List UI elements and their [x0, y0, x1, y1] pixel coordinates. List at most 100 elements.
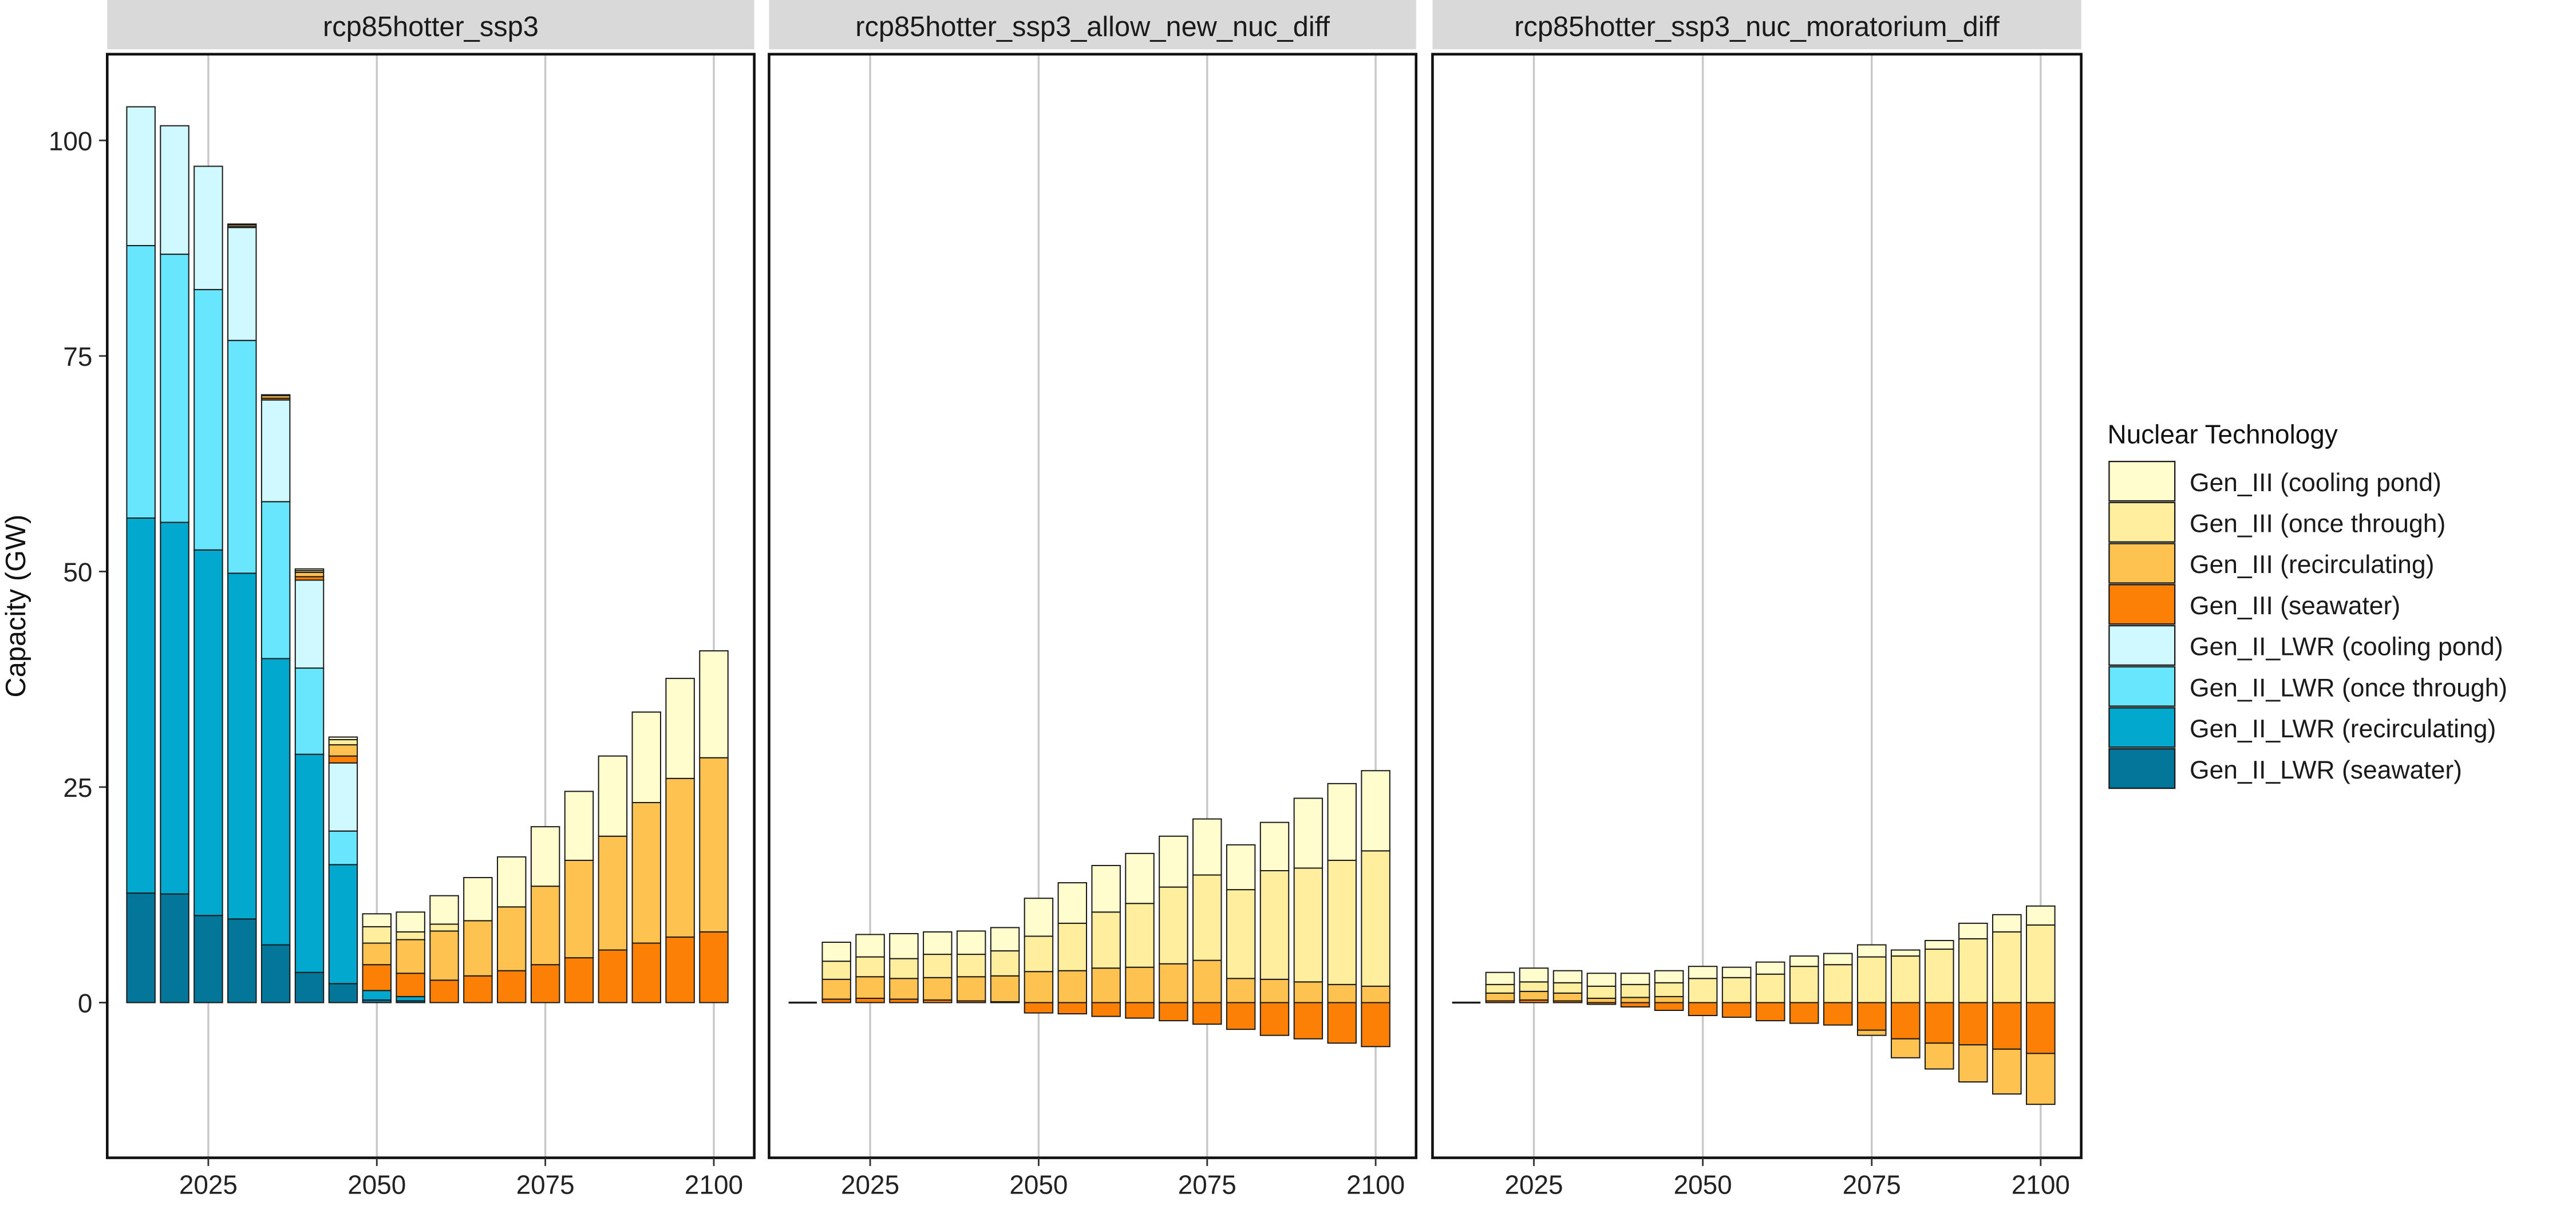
- bar-segment: [631, 942, 661, 1003]
- bar-segment: [160, 893, 189, 1003]
- bar-segment: [126, 892, 156, 1003]
- bar-segment: [1259, 978, 1290, 1003]
- panel-border: [106, 53, 756, 1159]
- legend-label: Gen_II_LWR (seawater): [2190, 756, 2462, 784]
- bar-segment: [1192, 818, 1222, 876]
- bar-segment: [598, 755, 628, 837]
- bar-segment: [260, 658, 291, 946]
- bar-segment: [821, 961, 851, 980]
- bar-segment: [1125, 966, 1155, 1003]
- bar-segment: [396, 939, 425, 974]
- bar-segment: [923, 954, 953, 978]
- bar-segment: [328, 762, 358, 832]
- bar-segment: [429, 979, 459, 1003]
- bar-segment: [1789, 1002, 1819, 1024]
- bar-segment: [665, 936, 695, 1003]
- bar-segment: [1125, 852, 1155, 904]
- facet-title: rcp85hotter_ssp3: [323, 11, 539, 42]
- bar-segment: [463, 920, 493, 977]
- bar-segment: [990, 927, 1020, 952]
- bar-segment: [1226, 1002, 1256, 1030]
- bar-segment: [362, 964, 392, 991]
- bar-segment: [564, 791, 594, 861]
- bar-segment: [1823, 964, 1853, 1003]
- bar-segment: [1924, 949, 1954, 1003]
- legend-swatch: [2108, 584, 2176, 625]
- bar-segment: [429, 930, 459, 981]
- bar-segment: [1620, 997, 1650, 1003]
- bar-segment: [1654, 995, 1684, 1003]
- bar-segment: [1091, 864, 1121, 913]
- bar-segment: [160, 125, 189, 255]
- bar-segment: [699, 757, 729, 933]
- bar-segment: [1721, 977, 1752, 1003]
- bar-segment: [328, 755, 358, 764]
- legend-label: Gen_II_LWR (recirculating): [2190, 715, 2496, 743]
- bar-segment: [396, 973, 425, 997]
- bar-segment: [1293, 981, 1323, 1003]
- bar-segment: [463, 975, 493, 1003]
- bar-segment: [1890, 1038, 1921, 1058]
- bar-segment: [1958, 1002, 1988, 1046]
- bar-segment: [1125, 1002, 1155, 1019]
- bar-segment: [1361, 1002, 1390, 1048]
- x-tick-label: 2100: [685, 1170, 743, 1200]
- bar-segment: [160, 521, 189, 895]
- facet-strip: [107, 0, 754, 50]
- bar-segment: [1823, 953, 1853, 966]
- bar-segment: [1856, 1029, 1887, 1036]
- bar-segment: [598, 835, 628, 951]
- bar-segment: [1226, 844, 1256, 891]
- bar-segment: [1586, 997, 1617, 1003]
- bar-segment: [1192, 1002, 1222, 1025]
- legend-swatch: [2108, 748, 2176, 789]
- bar-segment: [956, 976, 986, 1002]
- bar-segment: [889, 933, 919, 959]
- bar-segment: [889, 958, 919, 979]
- bar-segment: [1620, 1002, 1650, 1008]
- bar-segment: [1924, 939, 1954, 950]
- x-tick-label: 2025: [841, 1170, 899, 1200]
- bar-segment: [1091, 911, 1121, 969]
- bar-segment: [193, 549, 223, 916]
- bar-segment: [821, 978, 851, 1000]
- x-tick-label: 2050: [1674, 1170, 1732, 1200]
- bar-segment: [1361, 850, 1390, 987]
- bar-segment: [126, 106, 156, 247]
- bar-segment: [1890, 1002, 1921, 1040]
- bar-segment: [328, 739, 358, 746]
- bar-segment: [1024, 898, 1054, 937]
- y-tick-label: 0: [78, 989, 93, 1018]
- bar-segment: [923, 977, 953, 1001]
- x-tick-label: 2075: [516, 1170, 575, 1200]
- legend-swatch: [2108, 707, 2176, 748]
- bar-segment: [855, 997, 885, 1003]
- bar-segment: [1361, 770, 1390, 852]
- panel-border: [1431, 53, 2083, 1159]
- facet-title: rcp85hotter_ssp3_nuc_moratorium_diff: [1514, 11, 2000, 42]
- bar-segment: [260, 501, 291, 659]
- legend-swatch: [2108, 501, 2176, 543]
- legend-swatch: [2108, 460, 2176, 502]
- bar-segment: [564, 957, 594, 1003]
- legend-label: Gen_II_LWR (cooling pond): [2190, 633, 2503, 661]
- bar-segment: [1159, 1002, 1188, 1022]
- bar-segment: [1890, 955, 1921, 1003]
- bar-segment: [126, 245, 156, 519]
- bar-segment: [1327, 983, 1357, 1003]
- bar-segment: [1856, 944, 1887, 958]
- legend-swatch: [2108, 666, 2176, 707]
- bar-segment: [328, 830, 358, 866]
- bar-segment: [1992, 931, 2022, 1003]
- bar-segment: [328, 744, 358, 757]
- bar-segment: [1688, 966, 1718, 979]
- bar-segment: [1721, 1002, 1752, 1018]
- bar-segment: [699, 931, 729, 1003]
- bar-segment: [362, 942, 392, 966]
- bar-segment: [1159, 835, 1188, 888]
- bar-segment: [497, 906, 527, 971]
- bar-segment: [294, 568, 325, 571]
- bar-segment: [1755, 973, 1785, 1003]
- bar-segment: [1924, 1042, 1954, 1070]
